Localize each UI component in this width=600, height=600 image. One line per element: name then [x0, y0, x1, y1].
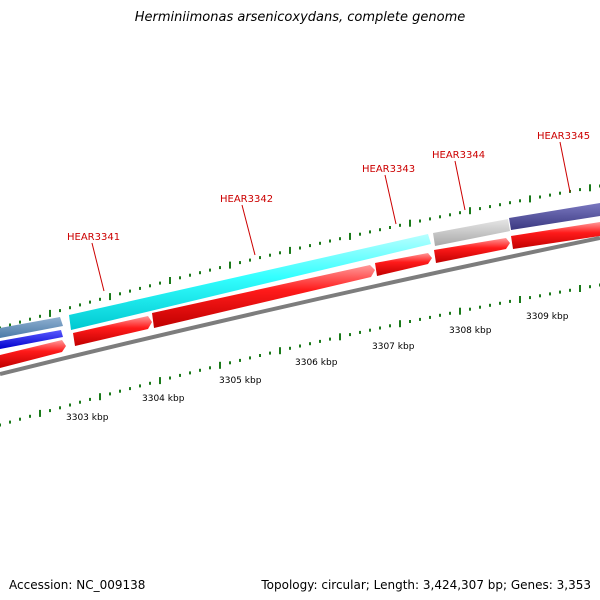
cds-arrow — [511, 222, 600, 249]
lower-tick-row — [0, 283, 600, 427]
map-title: Herminiimonas arsenicoxydans, complete g… — [134, 10, 466, 25]
gene-label-hear3341[interactable]: HEAR3341 — [67, 232, 120, 243]
gene-feature-steel — [0, 317, 63, 338]
scale-label: 3307 kbp — [372, 342, 415, 352]
upper-tick-row — [0, 184, 600, 330]
leader-line — [241, 204, 256, 256]
genome-backbone — [0, 236, 600, 376]
gene-feature-blue — [0, 330, 63, 349]
scale-label: 3304 kbp — [142, 394, 185, 404]
leader-line — [559, 141, 571, 193]
leader-line — [91, 242, 105, 292]
cds-arrow — [73, 316, 152, 346]
cds-arrow — [152, 265, 375, 328]
cds-arrow — [0, 340, 66, 368]
scale-label: 3306 kbp — [295, 358, 338, 368]
scale-label: 3309 kbp — [526, 312, 569, 322]
leader-line — [454, 160, 466, 211]
cds-arrow — [375, 253, 432, 276]
leader-line — [384, 174, 397, 225]
cds-arrow — [434, 238, 510, 263]
gene-labels: HEAR3341 HEAR3342 HEAR3343 HEAR3344 HEAR… — [67, 131, 590, 243]
accession-text: Accession: NC_009138 — [9, 578, 146, 592]
scale-labels: 3303 kbp 3304 kbp 3305 kbp 3306 kbp 3307… — [66, 312, 569, 423]
scale-label: 3303 kbp — [66, 413, 109, 423]
gene-label-hear3342[interactable]: HEAR3342 — [220, 194, 273, 205]
gene-label-hear3345[interactable]: HEAR3345 — [537, 131, 590, 142]
gene-feature-hear3345 — [509, 203, 600, 230]
scale-label: 3305 kbp — [219, 376, 262, 386]
top-strand-features — [0, 203, 600, 338]
gene-label-leaders — [91, 141, 571, 292]
gene-feature-hear3342 — [69, 234, 431, 330]
genome-summary: Topology: circular; Length: 3,424,307 bp… — [261, 578, 591, 592]
gene-feature-hear3344 — [433, 219, 510, 246]
gene-label-hear3344[interactable]: HEAR3344 — [432, 150, 485, 161]
gene-label-hear3343[interactable]: HEAR3343 — [362, 164, 415, 175]
cds-arrows — [0, 222, 600, 368]
scale-label: 3308 kbp — [449, 326, 492, 336]
